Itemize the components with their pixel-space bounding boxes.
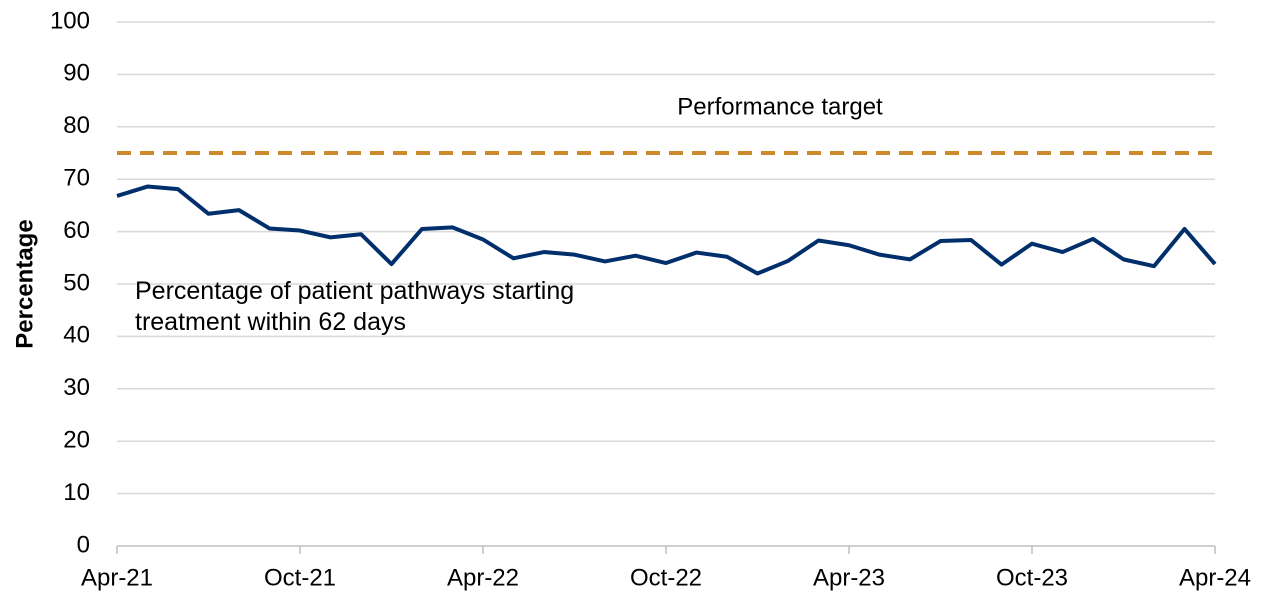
y-tick-label: 10: [63, 479, 90, 506]
y-tick-label: 30: [63, 374, 90, 401]
series-annotation: Percentage of patient pathways starting …: [135, 277, 575, 336]
x-tick-label: Apr-24: [1179, 564, 1251, 591]
x-tick-label: Oct-21: [264, 564, 336, 591]
y-tick-label: 40: [63, 322, 90, 349]
target-label: Performance target: [677, 93, 883, 120]
x-tick-label: Oct-23: [996, 564, 1068, 591]
x-tick-label: Apr-23: [813, 564, 885, 591]
y-tick-label: 60: [63, 217, 90, 244]
y-tick-label: 90: [63, 60, 90, 87]
x-tick-label: Oct-22: [630, 564, 702, 591]
data-line: [116, 184, 1217, 276]
x-tick-label: Apr-22: [447, 564, 519, 591]
y-tick-label: 100: [50, 7, 90, 34]
y-tick-label: 20: [63, 427, 90, 454]
y-tick-label: 0: [77, 531, 90, 558]
y-tick-label: 70: [63, 165, 90, 192]
x-tick-label: Apr-21: [81, 564, 153, 591]
y-tick-label: 80: [63, 112, 90, 139]
y-axis-label: Percentage: [11, 219, 38, 348]
y-tick-label: 50: [63, 269, 90, 296]
